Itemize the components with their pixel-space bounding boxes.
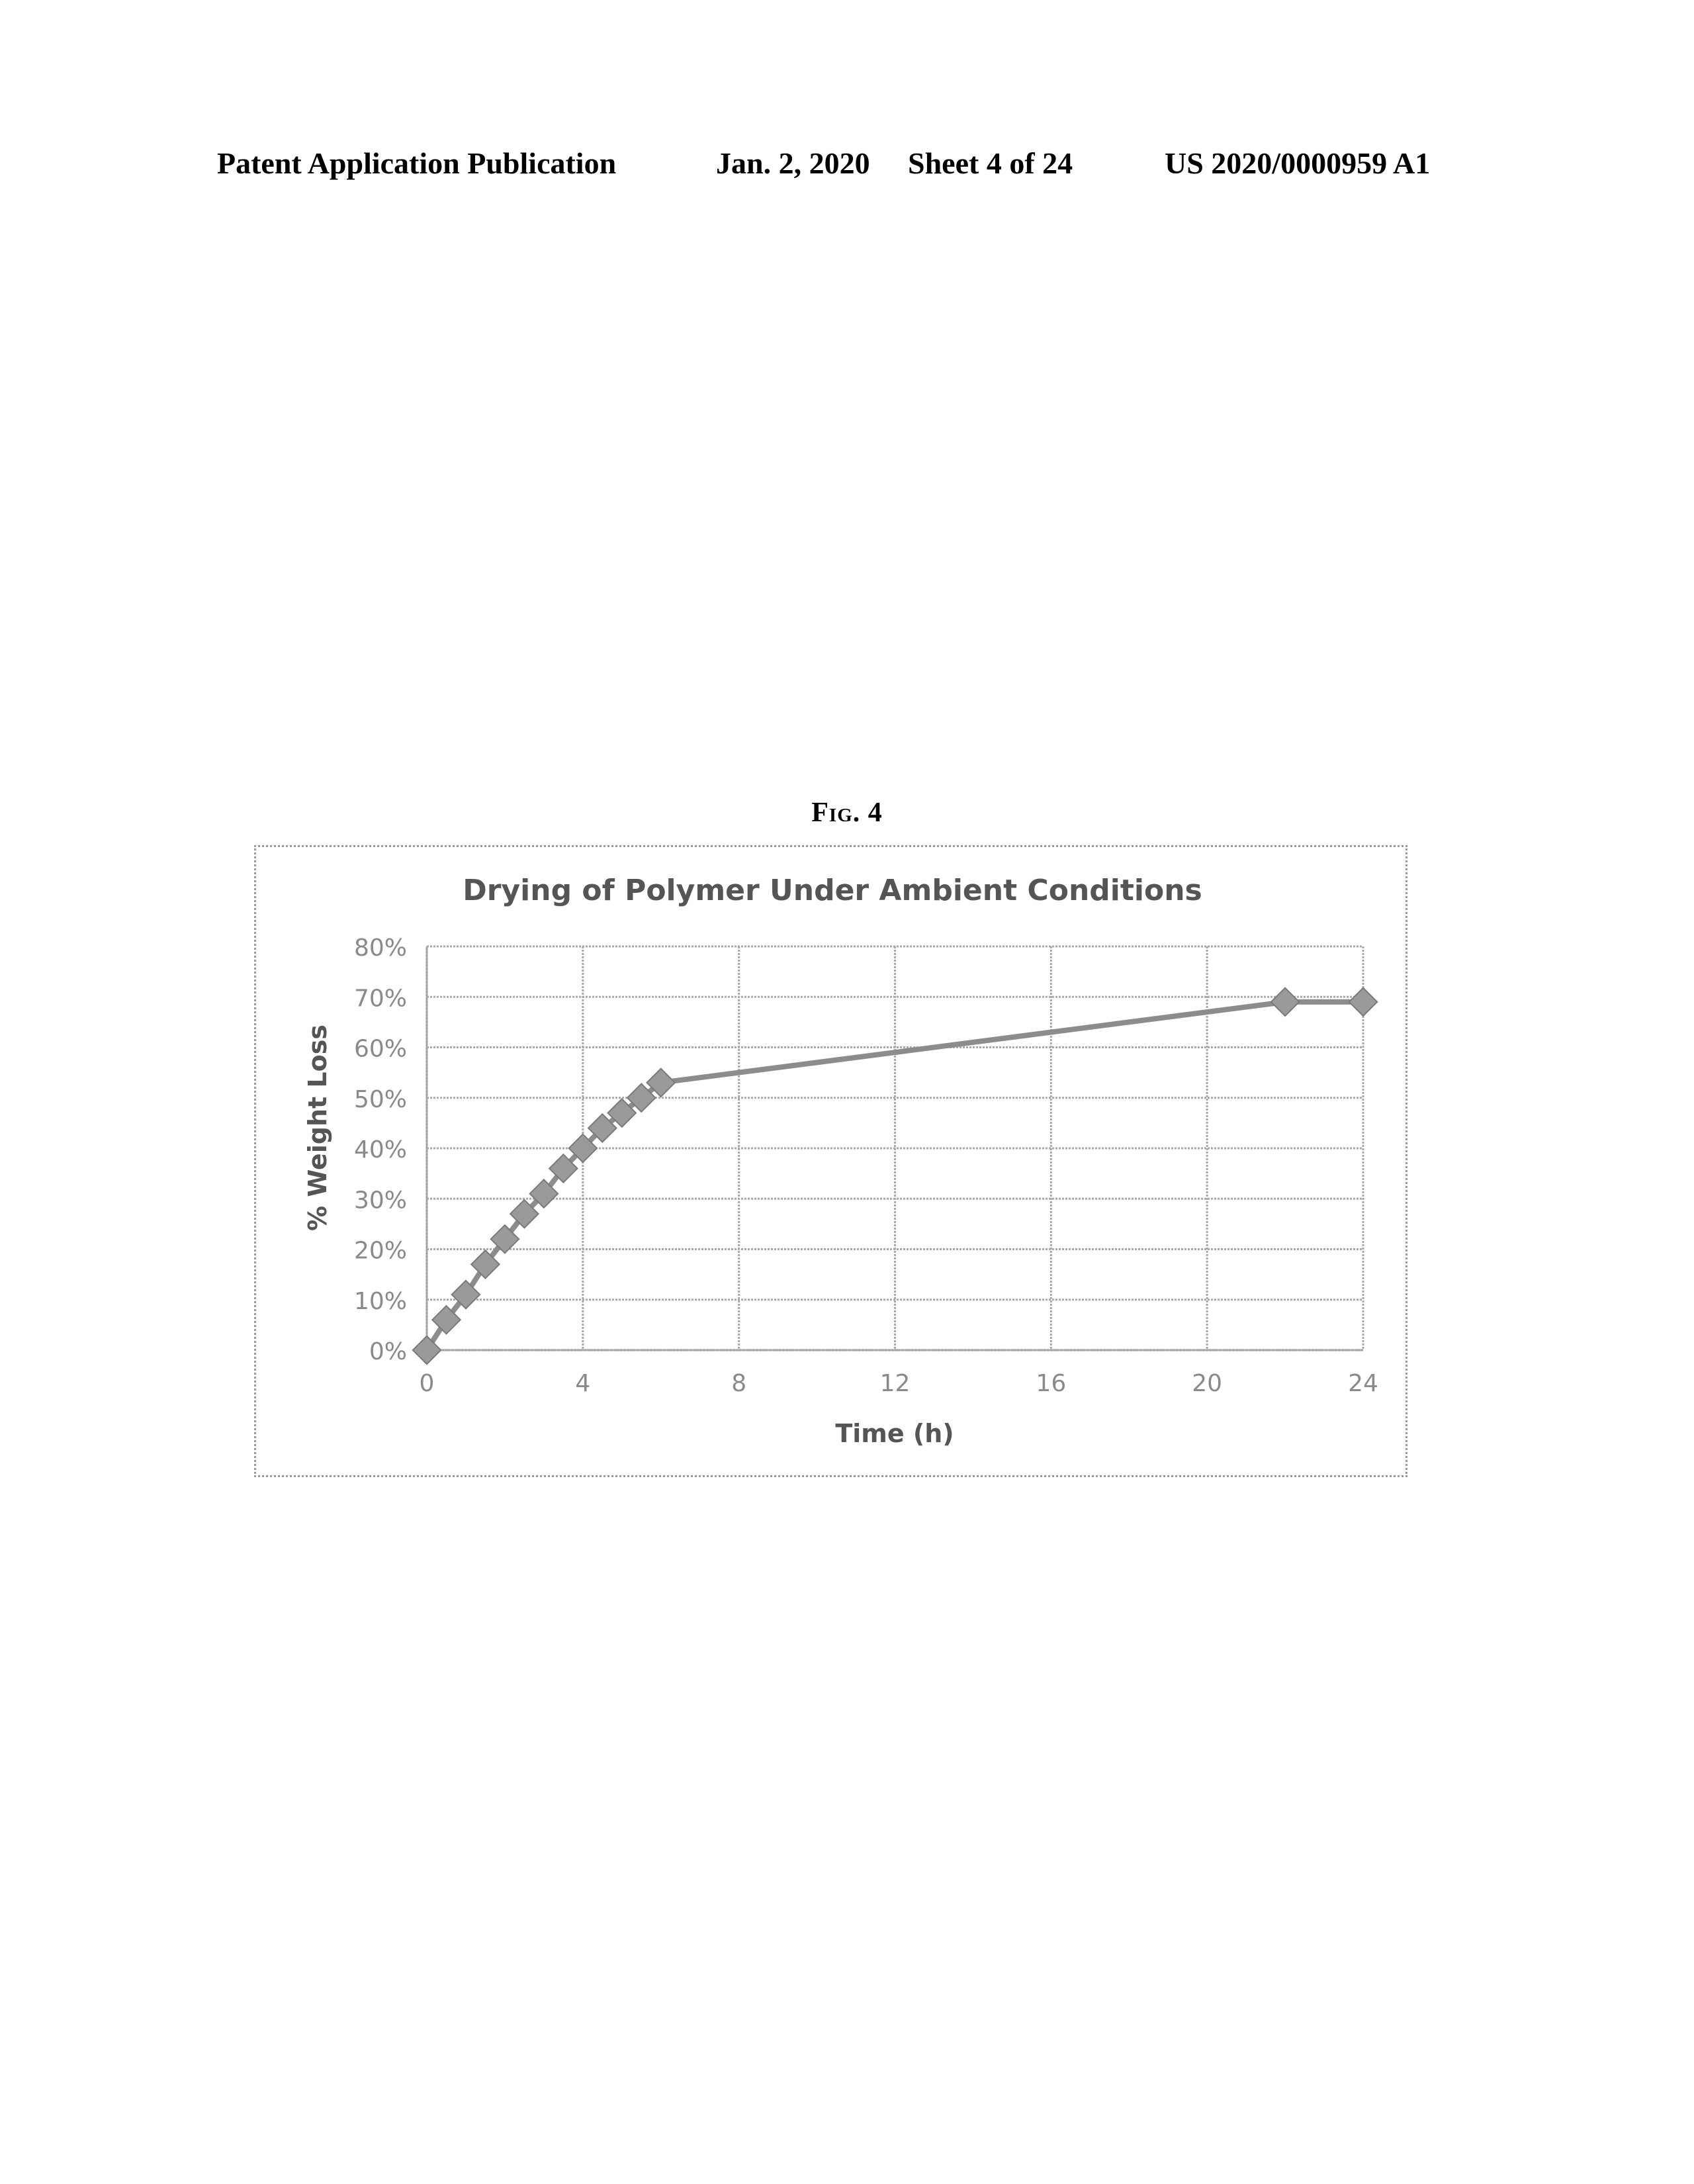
series-layer (412, 987, 1378, 1365)
y-tick-label: 30% (354, 1187, 407, 1214)
chart-frame: Drying of Polymer Under Ambient Conditio… (254, 845, 1407, 1477)
data-point-marker (646, 1068, 676, 1098)
y-tick-label: 50% (354, 1086, 407, 1113)
data-point-marker (509, 1199, 540, 1229)
x-axis-label: Time (h) (835, 1419, 954, 1448)
y-tick-label: 40% (354, 1136, 407, 1163)
data-point-marker (587, 1113, 617, 1144)
y-tick-label: 20% (354, 1238, 407, 1265)
data-point-marker (626, 1083, 656, 1113)
y-axis-label: % Weight Loss (303, 1024, 332, 1231)
figure-label: Fig. 4 (811, 797, 883, 828)
header-sheet: Sheet 4 of 24 (908, 146, 1073, 180)
x-tick-label: 8 (731, 1370, 746, 1397)
data-point-marker (470, 1249, 501, 1280)
x-tick-label: 4 (575, 1370, 590, 1397)
axis-layer: 0% 10% 20% 30% 40% 50% 60% 70% 80% 0 4 8 12 16 20 24 (354, 934, 1378, 1397)
chart-title: Drying of Polymer Under Ambient Conditio… (463, 874, 1202, 907)
y-tick-label: 80% (354, 934, 407, 962)
data-point-marker (451, 1279, 481, 1310)
grid-layer (425, 945, 1364, 1351)
data-point-marker (1348, 987, 1378, 1017)
data-point-marker (548, 1153, 578, 1184)
data-point-marker (1270, 987, 1300, 1017)
data-point-marker (412, 1335, 442, 1365)
y-tick-label: 60% (354, 1036, 407, 1063)
x-tick-label: 20 (1192, 1370, 1222, 1397)
header-publication: Patent Application Publication (217, 146, 617, 180)
y-tick-label: 10% (354, 1288, 407, 1315)
header-publication-number: US 2020/0000959 A1 (1165, 146, 1431, 180)
y-tick-label: 70% (354, 985, 407, 1012)
y-tick-label: 0% (369, 1338, 407, 1365)
chart-svg: Drying of Polymer Under Ambient Conditio… (303, 874, 1378, 1448)
header-date: Jan. 2, 2020 (716, 146, 870, 180)
x-tick-label: 16 (1036, 1370, 1066, 1397)
x-tick-label: 0 (420, 1370, 435, 1397)
data-point-marker (607, 1097, 637, 1128)
data-point-marker (529, 1178, 559, 1209)
data-point-marker (568, 1133, 598, 1163)
data-point-marker (431, 1304, 462, 1335)
x-tick-label: 12 (880, 1370, 911, 1397)
x-tick-label: 24 (1348, 1370, 1378, 1397)
data-point-marker (490, 1224, 520, 1254)
